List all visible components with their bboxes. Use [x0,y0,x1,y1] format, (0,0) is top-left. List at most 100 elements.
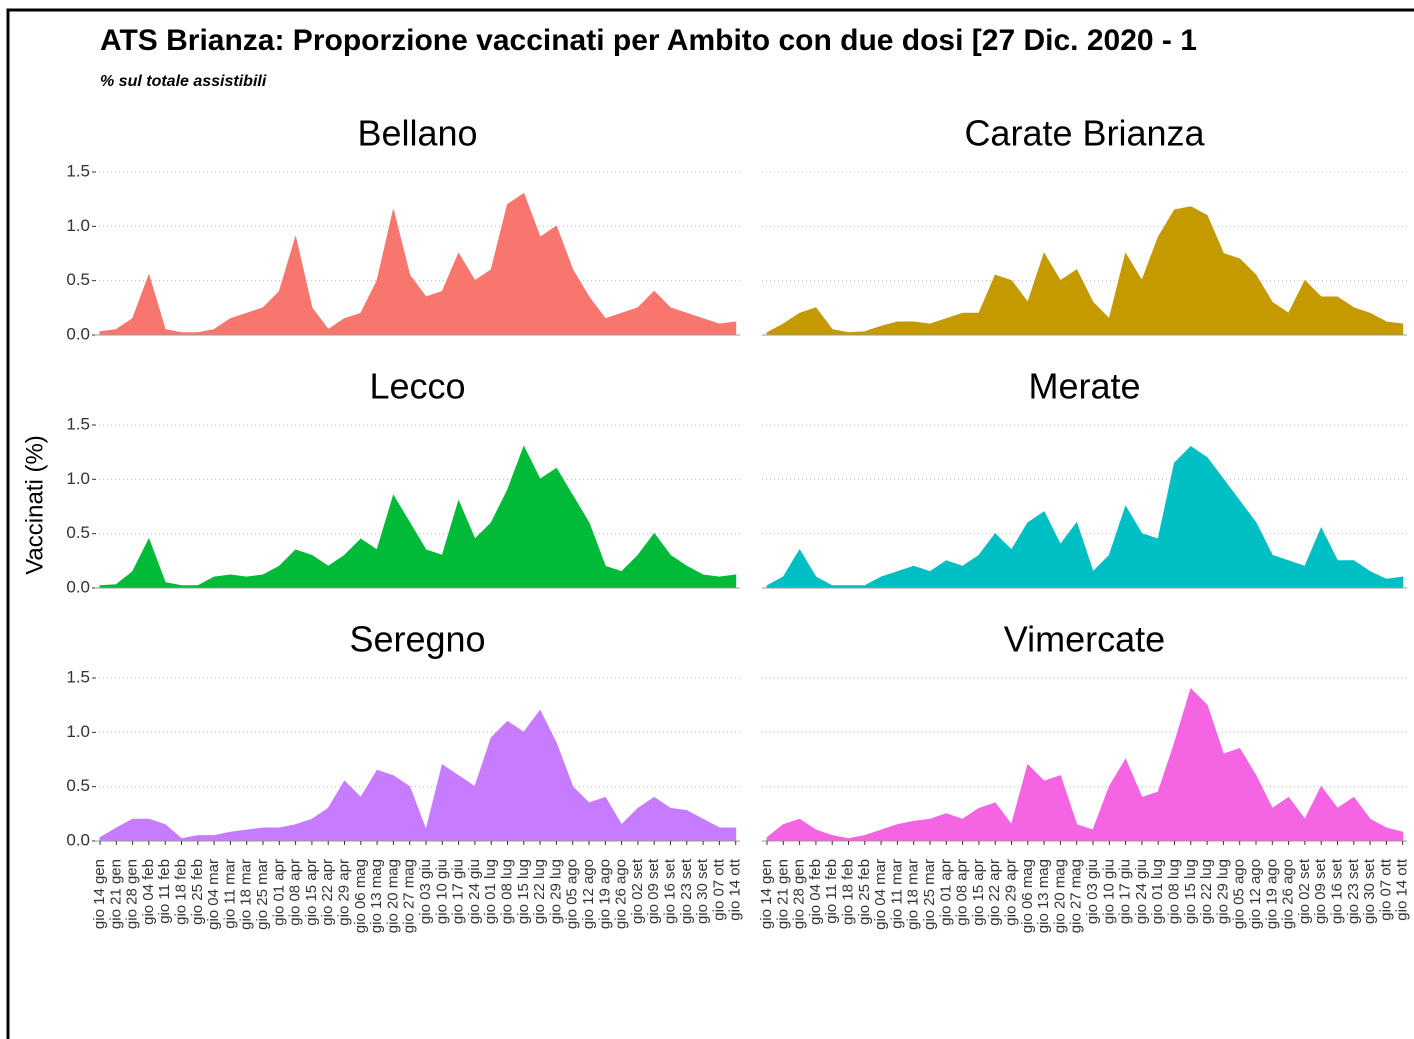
y-tick-label: 1.0 [66,469,90,488]
x-tick-label: gio 28 gen [124,859,141,929]
x-tick-label: gio 04 feb [807,859,824,925]
x-tick-label: gio 14 gen [91,859,108,929]
x-tick-label: gio 03 giu [1084,859,1101,924]
x-tick-label: gio 08 lug [498,859,515,924]
x-tick-label: gio 16 set [661,858,678,924]
x-tick-label: gio 23 set [1345,858,1362,924]
x-tick-label: gio 01 apr [937,859,954,926]
x-tick-label: gio 23 set [678,858,695,924]
x-tick-label: gio 22 apr [986,859,1003,926]
x-tick-label: gio 10 giu [1100,859,1117,924]
panel-title: Carate Brianza [964,113,1205,154]
x-tick-label: gio 15 apr [303,859,320,926]
x-tick-label: gio 01 lug [482,859,499,924]
x-tick-label: gio 22 lug [531,859,548,924]
y-tick-label: 0.0 [66,324,90,343]
x-tick-label: gio 29 lug [1214,859,1231,924]
x-tick-label: gio 18 feb [172,859,189,925]
panel-title: Bellano [357,113,477,154]
y-tick-label: 0.5 [66,776,90,795]
x-tick-label: gio 26 ago [613,859,630,929]
area [766,206,1404,336]
chart-subtitle: % sul totale assistibili [100,73,267,90]
x-tick-label: gio 02 set [629,858,646,924]
x-tick-label: gio 04 mar [872,859,889,930]
x-tick-label: gio 07 ott [710,858,727,921]
area [99,445,737,589]
x-tick-label: gio 27 mag [1068,859,1085,933]
x-tick-label: gio 08 apr [287,859,304,926]
x-tick-label: gio 13 mag [368,859,385,933]
area [766,446,1404,589]
area [766,687,1404,842]
y-tick-label: 0.0 [66,830,90,849]
x-tick-label: gio 11 mar [888,859,905,929]
x-tick-label: gio 25 mar [921,859,938,930]
x-tick-label: gio 29 apr [1002,859,1019,926]
y-tick-label: 0.5 [66,270,90,289]
y-tick-label: 0.5 [66,523,90,542]
x-tick-label: gio 24 giu [1133,859,1150,924]
panel-title: Lecco [369,366,465,407]
x-tick-label: gio 14 gen [758,859,775,929]
x-tick-label: gio 24 giu [466,859,483,924]
x-tick-label: gio 28 gen [791,859,808,929]
x-tick-label: gio 30 set [1361,858,1378,924]
x-tick-label: gio 18 mar [238,859,255,930]
x-tick-label: gio 17 giu [450,859,467,924]
x-tick-label: gio 05 ago [1231,859,1248,929]
y-axis-label: Vaccinati (%) [21,435,48,575]
x-tick-label: gio 10 giu [433,859,450,924]
x-tick-label: gio 09 set [645,858,662,924]
x-tick-label: gio 12 ago [1247,859,1264,929]
x-tick-label: gio 14 ott [1394,858,1411,921]
x-tick-label: gio 29 lug [547,859,564,924]
x-tick-label: gio 01 lug [1149,859,1166,924]
chart-title: ATS Brianza: Proporzione vaccinati per A… [100,24,1197,57]
x-tick-label: gio 22 lug [1198,859,1215,924]
x-tick-label: gio 26 ago [1280,859,1297,929]
y-tick-label: 1.5 [66,161,90,180]
x-tick-label: gio 21 gen [107,859,124,929]
x-tick-label: gio 30 set [694,858,711,924]
x-tick-label: gio 18 mar [905,859,922,930]
x-tick-label: gio 21 gen [774,859,791,929]
x-tick-label: gio 04 feb [140,859,157,925]
x-tick-label: gio 11 mar [221,859,238,929]
x-tick-label: gio 04 mar [205,859,222,930]
x-tick-label: gio 08 apr [954,859,971,926]
y-tick-label: 1.0 [66,216,90,235]
y-tick-label: 1.0 [66,722,90,741]
x-tick-label: gio 19 ago [1263,859,1280,929]
x-tick-label: gio 13 mag [1035,859,1052,933]
x-tick-label: gio 17 giu [1117,859,1134,924]
x-tick-label: gio 18 feb [839,859,856,925]
x-tick-label: gio 19 ago [596,859,613,929]
x-tick-label: gio 29 apr [335,859,352,926]
panel-title: Vimercate [1004,619,1165,660]
x-tick-label: gio 02 set [1296,858,1313,924]
x-tick-label: gio 06 mag [352,859,369,933]
x-tick-label: gio 11 feb [823,859,840,924]
x-tick-label: gio 03 giu [417,859,434,924]
panel-title: Seregno [349,619,485,660]
x-tick-label: gio 01 apr [270,859,287,926]
x-tick-label: gio 25 mar [254,859,271,930]
x-tick-label: gio 15 apr [970,859,987,926]
x-tick-label: gio 05 ago [564,859,581,929]
x-tick-label: gio 11 feb [156,859,173,924]
x-tick-label: gio 09 set [1312,858,1329,924]
x-tick-label: gio 25 feb [189,859,206,925]
x-tick-label: gio 08 lug [1165,859,1182,924]
y-tick-label: 1.5 [66,667,90,686]
x-tick-label: gio 06 mag [1019,859,1036,933]
y-tick-label: 0.0 [66,577,90,596]
area [99,709,737,842]
x-tick-label: gio 12 ago [580,859,597,929]
x-tick-label: gio 16 set [1328,858,1345,924]
x-tick-label: gio 27 mag [401,859,418,933]
x-tick-label: gio 07 ott [1377,858,1394,921]
x-tick-label: gio 20 mag [1051,859,1068,933]
y-tick-label: 1.5 [66,414,90,433]
